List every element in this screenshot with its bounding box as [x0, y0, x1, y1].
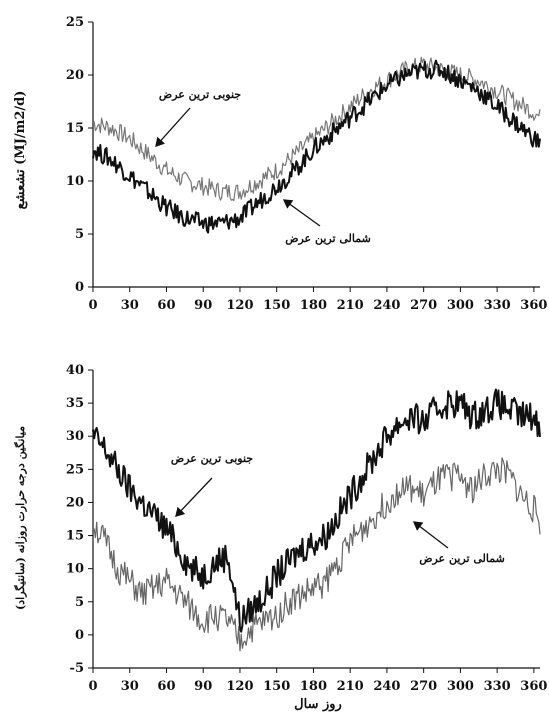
radiation-annotation-north-text: شمالی ترین عرض: [285, 232, 371, 245]
temperature-x-axis-label: روز سال: [294, 697, 342, 712]
radiation-annotation-north: شمالی ترین عرض: [282, 199, 371, 245]
temperature-x-tick-label: 240: [373, 679, 400, 694]
temperature-y-axis-label: میانگین درجه حرارت روزانه (سانتیگراد): [13, 426, 27, 610]
temperature-annotation-north-text: شمالی ترین عرض: [419, 552, 505, 565]
temperature-x-tick-label: 270: [410, 679, 437, 694]
temperature-x-tick-label: 150: [263, 679, 290, 694]
temperature-x-tick-label: 360: [520, 679, 547, 694]
temperature-x-tick-label: 330: [484, 679, 511, 694]
radiation-x-tick-label: 60: [157, 298, 175, 313]
radiation-y-tick-label: 20: [66, 68, 84, 83]
radiation-y-tick-label: 0: [75, 280, 84, 295]
temperature-ticks: -5 0 5 10 15 20 25 30 35 40 0 30 60 90 120 150 180 210 240…: [66, 363, 548, 694]
temperature-x-tick-label: 300: [447, 679, 474, 694]
temperature-y-tick-label: 20: [66, 495, 84, 510]
radiation-x-tick-label: 360: [520, 298, 547, 313]
temperature-y-tick-label: 0: [75, 628, 84, 643]
temperature-y-tick-label: 35: [66, 396, 84, 411]
radiation-chart: 0 5 10 15 20 25 0 30 60 90 120 150 180 210 240 270 300 33…: [13, 15, 547, 313]
temperature-annotation-south-text: جنوبی ترین عرض: [171, 452, 253, 465]
radiation-x-tick-label: 180: [300, 298, 327, 313]
radiation-x-tick-label: 120: [226, 298, 253, 313]
temperature-x-tick-label: 30: [121, 679, 139, 694]
radiation-x-tick-label: 30: [121, 298, 139, 313]
radiation-ticks: 0 5 10 15 20 25 0 30 60 90 120 150 180 210 240 270 300 33…: [66, 15, 548, 313]
radiation-y-tick-label: 25: [66, 15, 84, 30]
temperature-axes: [92, 370, 540, 669]
radiation-series-north-line: [92, 59, 541, 234]
temperature-y-tick-label: 40: [66, 363, 84, 378]
temperature-y-tick-label: 10: [66, 562, 84, 577]
radiation-y-tick-label: 10: [66, 174, 84, 189]
radiation-x-tick-label: 210: [337, 298, 364, 313]
radiation-annotation-north-arrow: [282, 199, 321, 227]
temperature-annotation-north: شمالی ترین عرض: [412, 521, 505, 565]
radiation-x-tick-label: 90: [194, 298, 212, 313]
temperature-series: [92, 388, 541, 652]
radiation-y-axis-label: تشعشع (MJ/m2/d): [13, 91, 28, 210]
temperature-x-tick-label: 0: [88, 679, 97, 694]
radiation-x-tick-label: 270: [410, 298, 437, 313]
temperature-x-tick-label: 90: [194, 679, 212, 694]
radiation-annotation-south-text: جنوبی ترین عرض: [159, 88, 241, 101]
temperature-annotation-south: جنوبی ترین عرض: [171, 452, 253, 517]
radiation-x-tick-label: 330: [484, 298, 511, 313]
temperature-y-tick-label: 25: [66, 462, 84, 477]
radiation-series-south-line: [92, 56, 541, 202]
temperature-series-south-line: [92, 388, 541, 633]
radiation-y-tick-label: 15: [66, 121, 84, 136]
temperature-x-tick-label: 180: [300, 679, 327, 694]
temperature-x-tick-label: 60: [157, 679, 175, 694]
temperature-series-north-line: [92, 457, 541, 652]
temperature-y-tick-label: 30: [66, 429, 84, 444]
temperature-x-tick-label: 210: [337, 679, 364, 694]
temperature-y-tick-label: 5: [75, 595, 84, 610]
temperature-y-tick-label: 15: [66, 529, 84, 544]
radiation-annotation-south-arrow: [155, 107, 191, 147]
radiation-x-tick-label: 300: [447, 298, 474, 313]
radiation-annotation-south: جنوبی ترین عرض: [155, 88, 241, 147]
radiation-x-tick-label: 240: [373, 298, 400, 313]
radiation-series: [92, 56, 541, 234]
temperature-annotation-south-arrow: [175, 477, 213, 517]
radiation-x-tick-label: 150: [263, 298, 290, 313]
radiation-x-tick-label: 0: [88, 298, 97, 313]
temperature-chart: -5 0 5 10 15 20 25 30 35 40 0 30 60 90 120 150 180 210 240…: [13, 363, 547, 712]
temperature-y-tick-label: -5: [70, 661, 84, 676]
radiation-y-tick-label: 5: [75, 227, 84, 242]
temperature-annotation-north-arrow: [412, 521, 449, 549]
radiation-axes: [92, 22, 540, 288]
temperature-x-tick-label: 120: [226, 679, 253, 694]
